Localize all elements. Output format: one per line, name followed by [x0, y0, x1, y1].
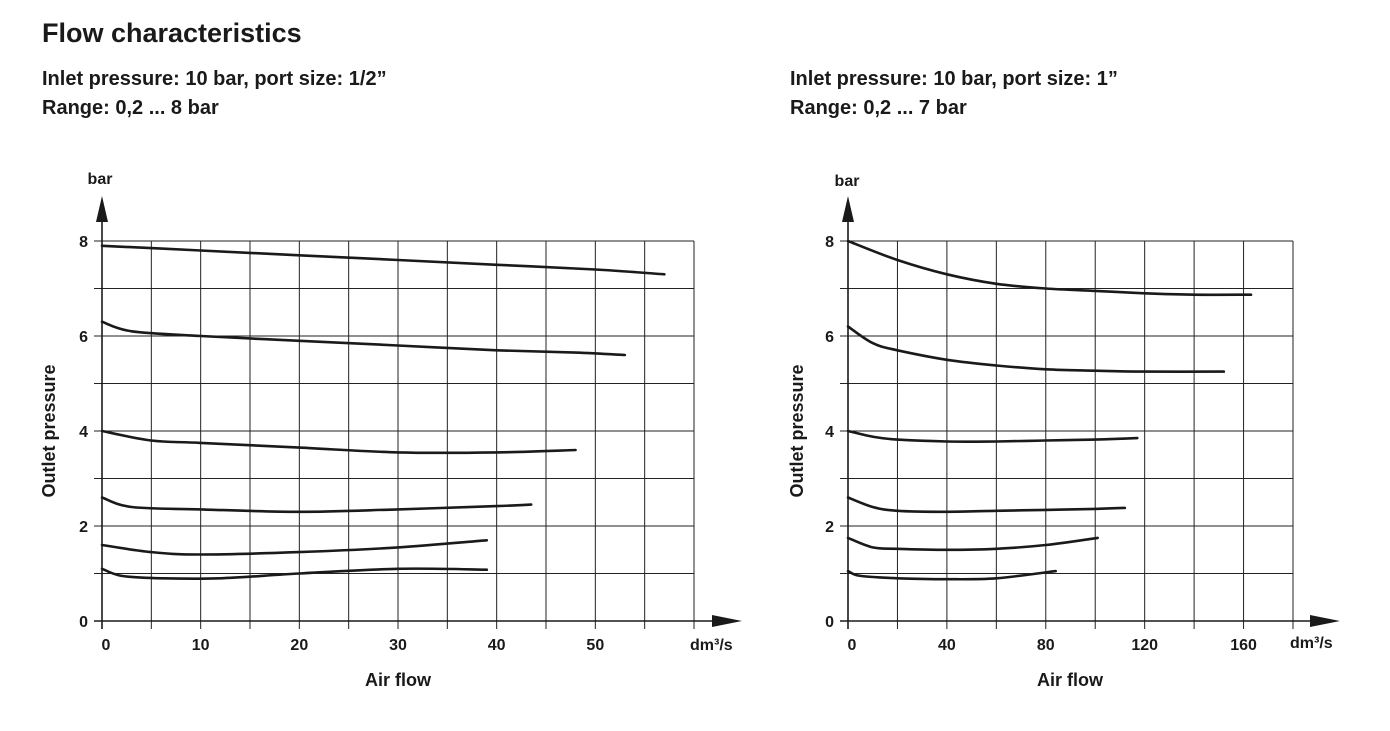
x-tick-label: 40 — [938, 637, 956, 654]
series-line-5 — [100, 539, 489, 556]
chart-2-range: Range: 0,2 ... 7 bar — [790, 97, 967, 119]
series-line-2 — [100, 320, 627, 357]
y-tick-label: 4 — [825, 424, 834, 441]
y-tick-label: 2 — [825, 519, 834, 536]
x-axis-arrow — [712, 615, 742, 627]
series-line-4 — [100, 496, 533, 514]
x-tick-label: 80 — [1037, 637, 1055, 654]
y-tick-label: 4 — [79, 424, 88, 441]
y-axis-arrow — [96, 196, 108, 222]
y-tick-label: 6 — [79, 329, 88, 346]
series-line-6 — [100, 567, 489, 580]
series-line-5 — [846, 536, 1099, 552]
x-tick-label: 40 — [488, 637, 506, 654]
y-tick-label: 2 — [79, 519, 88, 536]
x-tick-label: 20 — [290, 637, 308, 654]
y-tick-label: 0 — [79, 614, 88, 631]
y-tick-label: 6 — [825, 329, 834, 346]
x-tick-label: 120 — [1131, 637, 1158, 654]
grid — [94, 240, 695, 629]
x-tick-label: 50 — [586, 637, 604, 654]
x-axis-arrow — [1310, 615, 1340, 627]
x-axis-title: Air flow — [365, 670, 432, 690]
x-tick-label: 10 — [192, 637, 210, 654]
series-line-1 — [846, 239, 1253, 297]
x-unit-label: dm³/s — [690, 637, 733, 654]
chart-1-range: Range: 0,2 ... 8 bar — [42, 97, 219, 119]
series-line-2 — [846, 325, 1226, 373]
x-axis-title: Air flow — [1037, 670, 1104, 690]
series-line-1 — [100, 244, 666, 276]
y-axis-arrow — [842, 196, 854, 222]
chart-2-header: Inlet pressure: 10 bar, port size: 1” Ra… — [790, 65, 1118, 123]
y-unit-label: bar — [835, 173, 860, 190]
y-unit-label: bar — [88, 171, 113, 188]
x-unit-label: dm³/s — [1290, 635, 1333, 652]
y-tick-label: 8 — [79, 234, 88, 251]
y-axis-title: Outlet pressure — [39, 364, 59, 497]
series-line-3 — [846, 429, 1139, 443]
chart-1: bar 0 2 4 6 8 0 10 20 30 40 50 dm³/s Air flow Outlet p… — [39, 171, 742, 690]
chart-1-subtitle: Inlet pressure: 10 bar, port size: 1/2” — [42, 68, 387, 90]
page-title: Flow characteristics — [42, 18, 302, 48]
x-tick-label: 30 — [389, 637, 407, 654]
chart-1-header: Inlet pressure: 10 bar, port size: 1/2” … — [42, 65, 387, 123]
series-line-3 — [100, 429, 577, 455]
x-tick-label: 0 — [848, 637, 857, 654]
series-line-4 — [846, 496, 1127, 514]
x-tick-label: 0 — [102, 637, 111, 654]
grid — [840, 240, 1294, 629]
x-tick-label: 160 — [1230, 637, 1257, 654]
y-tick-label: 0 — [825, 614, 834, 631]
series-line-6 — [846, 569, 1057, 581]
chart-2-subtitle: Inlet pressure: 10 bar, port size: 1” — [790, 68, 1118, 90]
y-tick-label: 8 — [825, 234, 834, 251]
y-axis-title: Outlet pressure — [787, 364, 807, 497]
